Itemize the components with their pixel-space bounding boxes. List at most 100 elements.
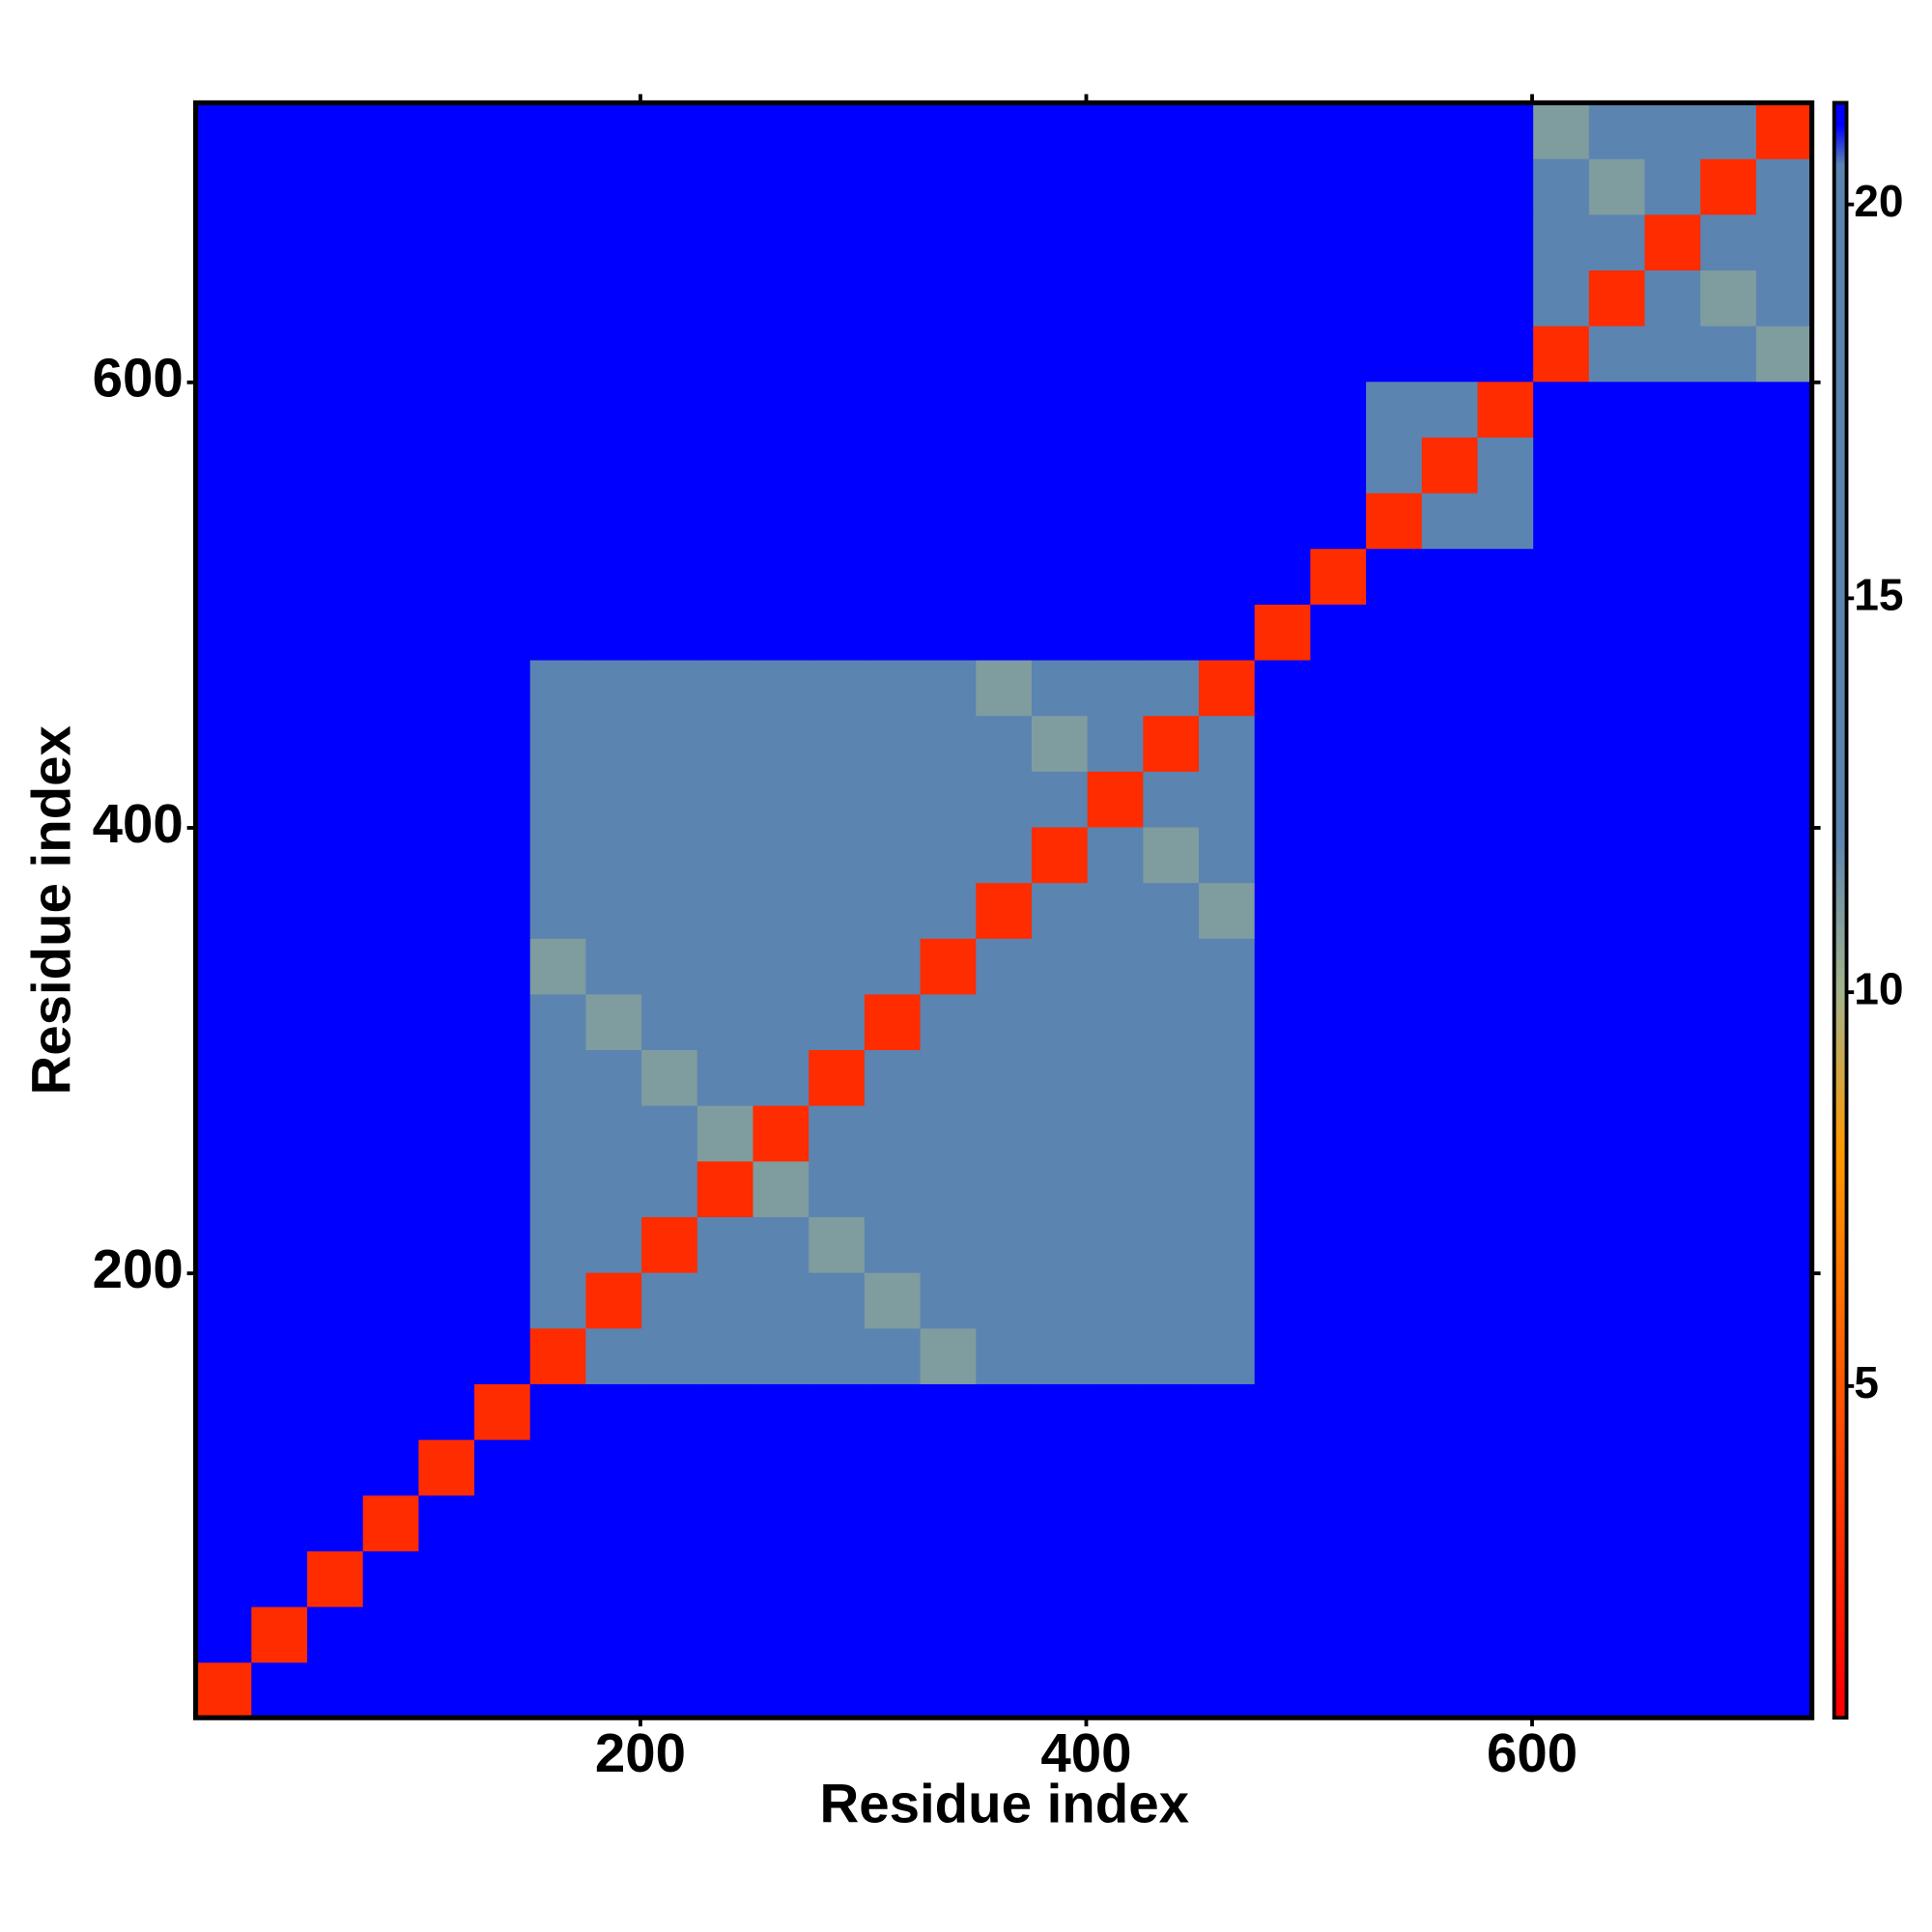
heatmap-cell [1310, 659, 1367, 717]
heatmap-cell [1755, 1049, 1813, 1106]
heatmap-cell [418, 548, 475, 605]
heatmap-cell [1254, 715, 1312, 772]
heatmap-cell [306, 158, 364, 215]
heatmap-cell [1310, 213, 1367, 270]
heatmap-cell [474, 938, 531, 995]
heatmap-cell [418, 826, 475, 884]
heatmap-cell [753, 1105, 810, 1162]
heatmap-cell [641, 437, 698, 494]
heatmap-cell [1644, 882, 1701, 939]
heatmap-cell [1143, 1049, 1200, 1106]
heatmap-cell [1755, 270, 1813, 327]
heatmap-cell [696, 1662, 754, 1719]
heatmap-cell [195, 102, 252, 159]
heatmap-cell [809, 270, 866, 327]
heatmap-cell [1755, 326, 1813, 383]
heatmap-cell [1087, 1216, 1144, 1273]
heatmap-cell [1644, 604, 1701, 661]
heatmap-cell [976, 158, 1033, 215]
heatmap-cell [474, 158, 531, 215]
heatmap-cell [251, 604, 308, 661]
heatmap-cell [1588, 1272, 1646, 1329]
heatmap-cell [976, 1550, 1033, 1607]
heatmap-cell [696, 381, 754, 438]
heatmap-cell [585, 1216, 642, 1273]
heatmap-cell [1588, 1494, 1646, 1551]
heatmap-cell [585, 1383, 642, 1440]
heatmap-cell [1700, 492, 1757, 550]
heatmap-cell [1310, 270, 1367, 327]
heatmap-cell [1087, 548, 1144, 605]
heatmap-cell [1254, 604, 1312, 661]
heatmap-cell [362, 1105, 419, 1162]
heatmap-cell [418, 604, 475, 661]
heatmap-cell [195, 659, 252, 717]
heatmap-cell [1477, 326, 1534, 383]
heatmap-cell [1421, 1662, 1479, 1719]
heatmap-cell [864, 882, 922, 939]
heatmap-cell [474, 102, 531, 159]
heatmap-cell [474, 1049, 531, 1106]
heatmap-cell [1310, 437, 1367, 494]
heatmap-cell [418, 1216, 475, 1273]
heatmap-cell [1644, 1662, 1701, 1719]
colorbar-tick-label: 15 [1854, 570, 1903, 620]
heatmap-cell [920, 1494, 977, 1551]
heatmap-cell [1588, 1438, 1646, 1496]
heatmap-cell [864, 826, 922, 884]
heatmap-cell [251, 548, 308, 605]
heatmap-cell [1588, 993, 1646, 1051]
heatmap-cell [920, 1160, 977, 1218]
heatmap-cell [418, 1662, 475, 1719]
heatmap-cell [1421, 437, 1479, 494]
heatmap-cell [753, 1049, 810, 1106]
heatmap-cell [1031, 1216, 1089, 1273]
heatmap-cell [920, 1216, 977, 1273]
heatmap-cell [474, 213, 531, 270]
heatmap-cell [585, 1662, 642, 1719]
heatmap-cell [809, 548, 866, 605]
colorbar-tick-label: 10 [1854, 963, 1903, 1013]
heatmap-cell [1087, 213, 1144, 270]
heatmap-cell [1199, 771, 1256, 828]
heatmap-cell [1644, 771, 1701, 828]
heatmap-cell [1031, 381, 1089, 438]
heatmap-cell [1143, 938, 1200, 995]
heatmap-cell [1477, 381, 1534, 438]
heatmap-cell [362, 1662, 419, 1719]
heatmap-cell [641, 213, 698, 270]
heatmap-cell [809, 1383, 866, 1440]
heatmap-cell [641, 102, 698, 159]
heatmap-cell [474, 1494, 531, 1551]
heatmap-cell [418, 1605, 475, 1663]
heatmap-cell [1254, 1383, 1312, 1440]
heatmap-cell [1254, 102, 1312, 159]
heatmap-cell [1087, 1550, 1144, 1607]
heatmap-cell [1031, 1105, 1089, 1162]
heatmap-cell [1143, 1605, 1200, 1663]
heatmap-cell [809, 1550, 866, 1607]
heatmap-cell [1031, 1160, 1089, 1218]
heatmap-cell [1700, 381, 1757, 438]
heatmap-cell [920, 1438, 977, 1496]
heatmap-cell [753, 326, 810, 383]
heatmap-cell [306, 1327, 364, 1384]
heatmap-cell [696, 270, 754, 327]
heatmap-cell [1533, 1049, 1590, 1106]
heatmap-cell [1533, 1160, 1590, 1218]
heatmap-cell [696, 326, 754, 383]
heatmap-cell [529, 270, 587, 327]
heatmap-cell [585, 102, 642, 159]
heatmap-cell [1533, 1327, 1590, 1384]
heatmap-cell [251, 1605, 308, 1663]
heatmap-cell [1254, 1605, 1312, 1663]
heatmap-cell [920, 993, 977, 1051]
heatmap-cell [1366, 1272, 1423, 1329]
heatmap-cell [1199, 437, 1256, 494]
heatmap-cell [1588, 213, 1646, 270]
heatmap-cell [195, 1105, 252, 1162]
heatmap-cell [1310, 1383, 1367, 1440]
heatmap-cell [585, 882, 642, 939]
heatmap-cell [1310, 158, 1367, 215]
